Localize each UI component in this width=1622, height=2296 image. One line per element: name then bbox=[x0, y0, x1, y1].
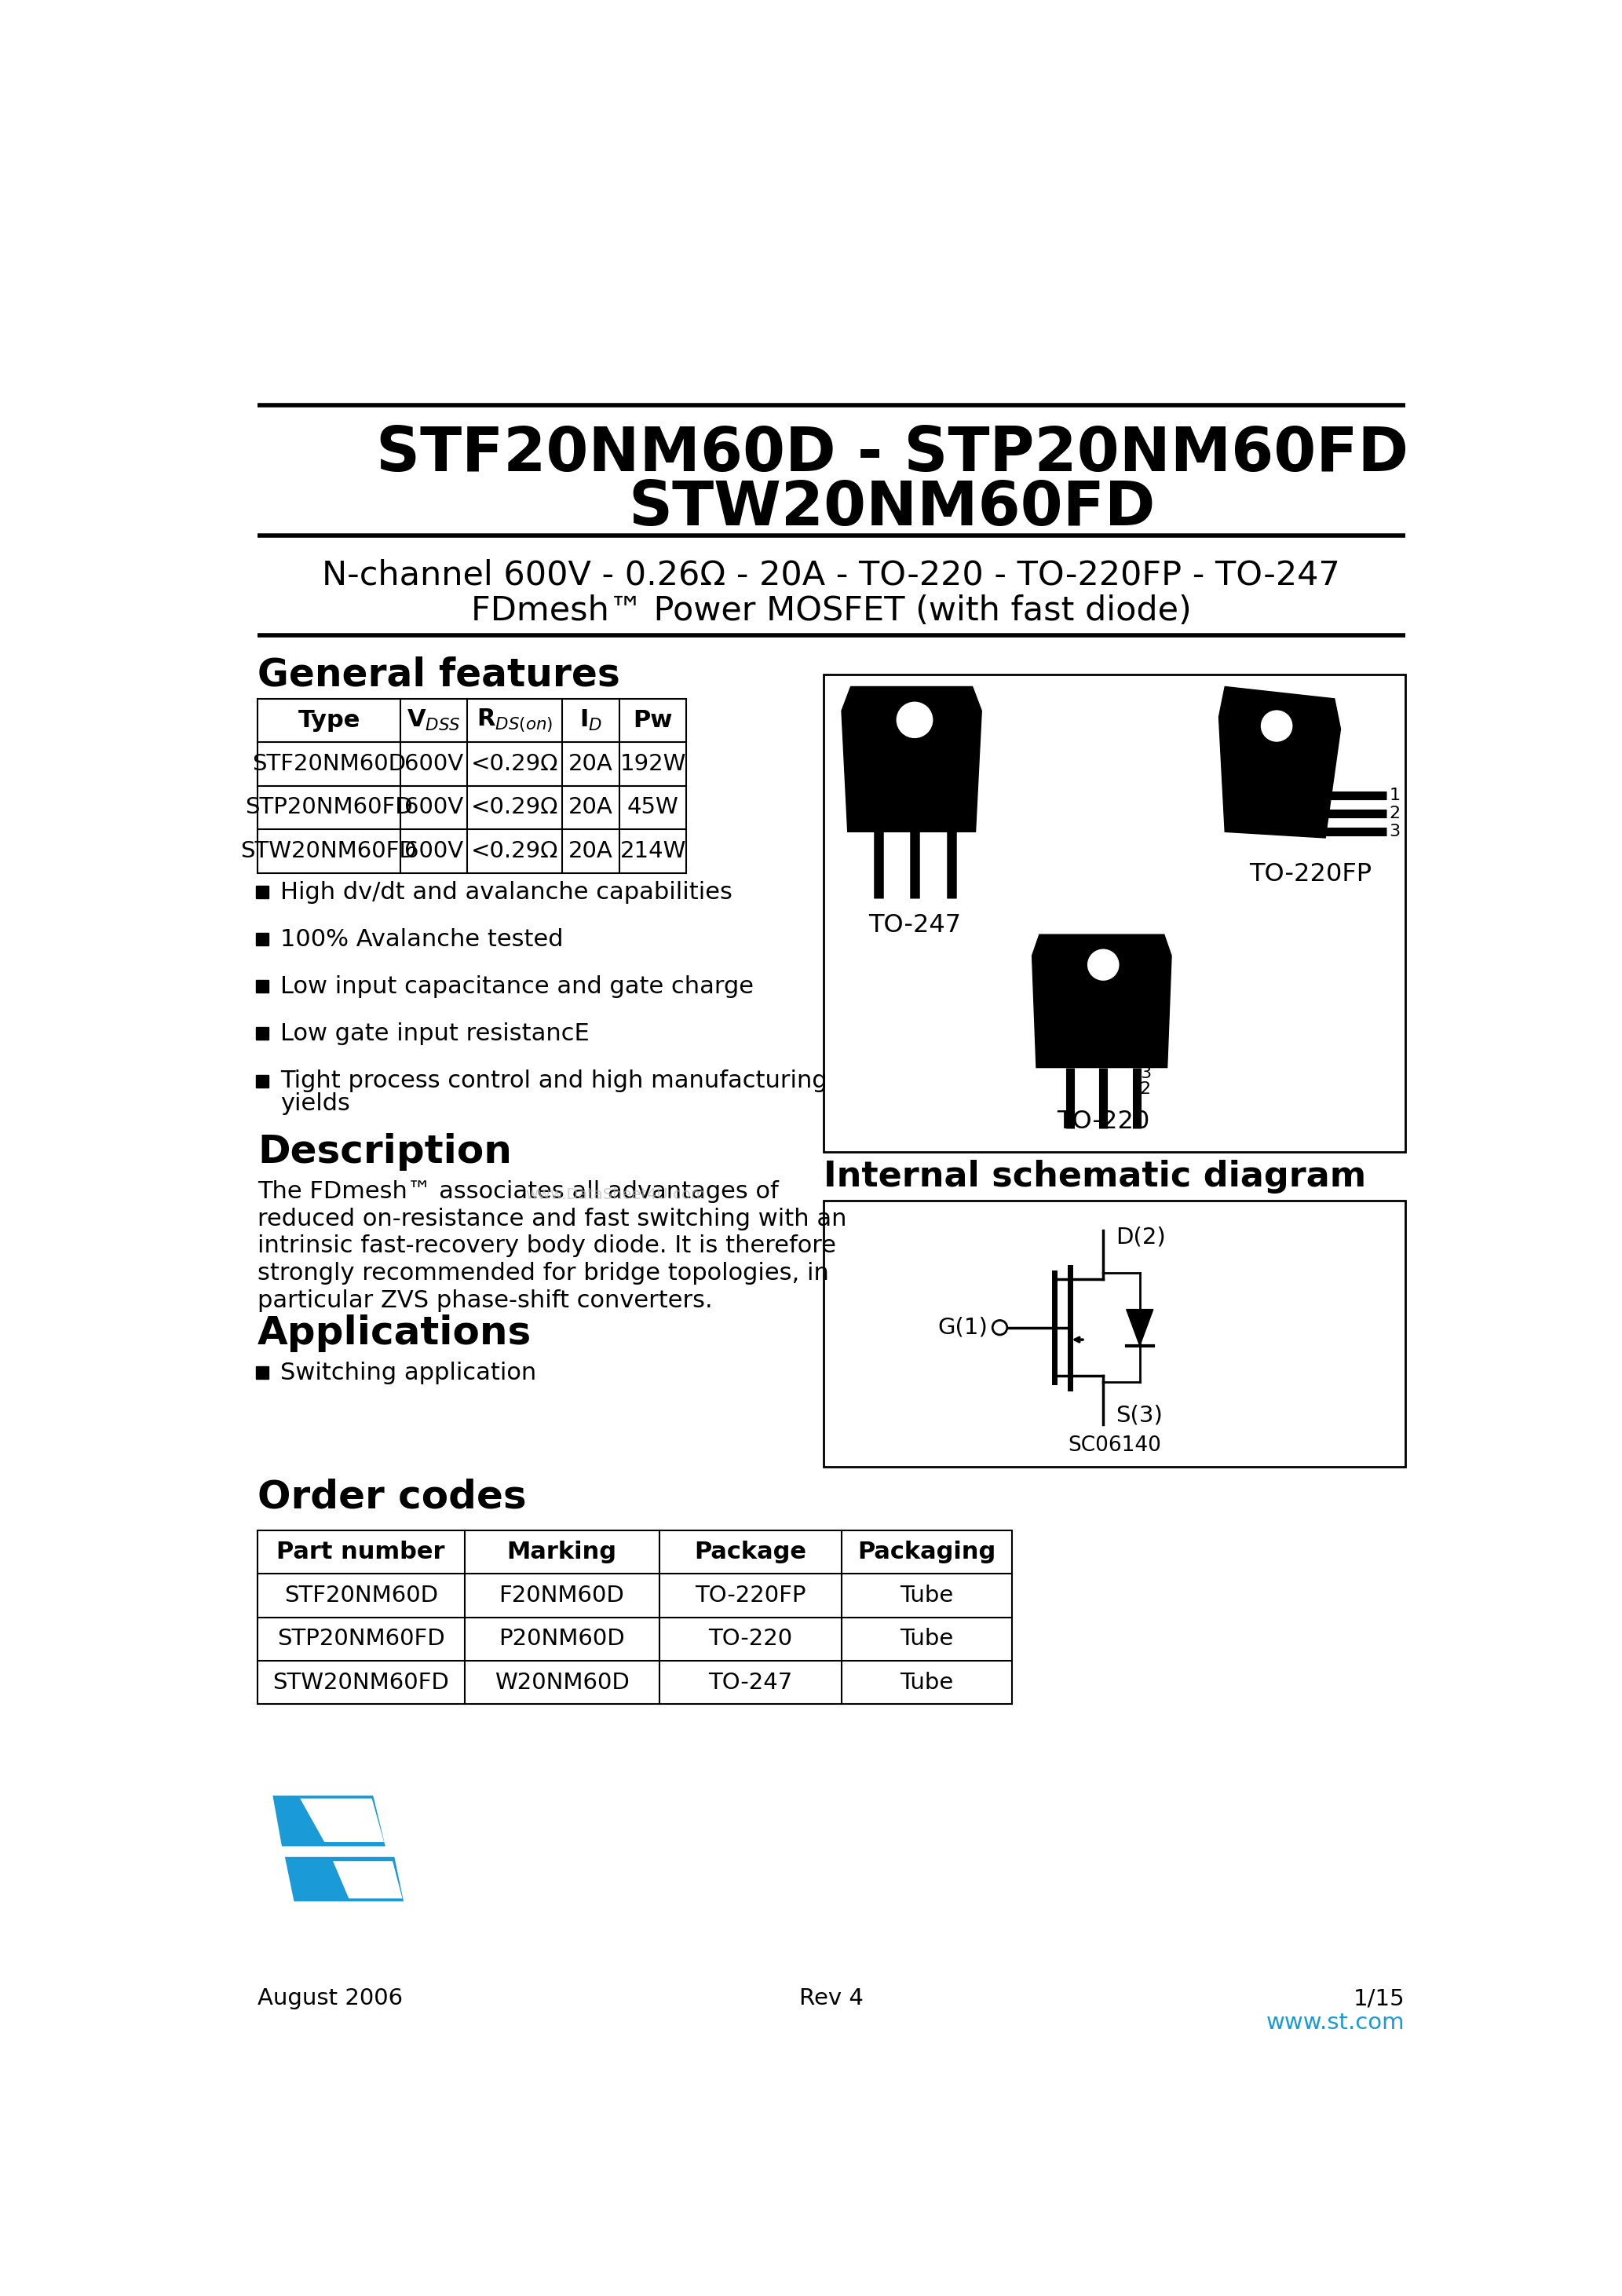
Text: STW20NM60FD: STW20NM60FD bbox=[272, 1671, 449, 1694]
Text: W20NM60D: W20NM60D bbox=[495, 1671, 629, 1694]
Circle shape bbox=[1260, 709, 1294, 744]
Text: 20A: 20A bbox=[568, 753, 613, 776]
Text: Low input capacitance and gate charge: Low input capacitance and gate charge bbox=[281, 976, 754, 999]
Text: TO-220: TO-220 bbox=[709, 1628, 793, 1651]
Polygon shape bbox=[333, 1862, 402, 1899]
Circle shape bbox=[993, 1320, 1007, 1334]
Text: Tube: Tube bbox=[900, 1628, 954, 1651]
Text: 600V: 600V bbox=[404, 753, 464, 776]
Text: 600V: 600V bbox=[404, 797, 464, 820]
Text: reduced on-resistance and fast switching with an: reduced on-resistance and fast switching… bbox=[258, 1208, 847, 1231]
Text: Internal schematic diagram: Internal schematic diagram bbox=[824, 1159, 1366, 1194]
Text: STP20NM60FD: STP20NM60FD bbox=[245, 797, 414, 820]
Text: 192W: 192W bbox=[620, 753, 686, 776]
Text: August 2006: August 2006 bbox=[258, 1988, 402, 2009]
Text: S(3): S(3) bbox=[1116, 1405, 1163, 1426]
Text: STF20NM60D - STP20NM60FD: STF20NM60D - STP20NM60FD bbox=[376, 425, 1408, 484]
Text: Rev 4: Rev 4 bbox=[800, 1988, 863, 2009]
Text: 100% Avalanche tested: 100% Avalanche tested bbox=[281, 928, 564, 951]
Text: The FDmesh™ associates all advantages of: The FDmesh™ associates all advantages of bbox=[258, 1180, 779, 1203]
Text: 214W: 214W bbox=[620, 840, 686, 861]
Polygon shape bbox=[285, 1857, 404, 1901]
Text: <0.29Ω: <0.29Ω bbox=[470, 797, 558, 820]
Text: 600V: 600V bbox=[404, 840, 464, 861]
Text: Order codes: Order codes bbox=[258, 1479, 527, 1515]
Text: TO-220FP: TO-220FP bbox=[694, 1584, 806, 1607]
Text: <0.29Ω: <0.29Ω bbox=[470, 840, 558, 861]
Text: Type: Type bbox=[298, 709, 360, 732]
Polygon shape bbox=[1126, 1309, 1153, 1345]
Text: 20A: 20A bbox=[568, 840, 613, 861]
Text: G(1): G(1) bbox=[938, 1316, 988, 1339]
Text: Tube: Tube bbox=[900, 1671, 954, 1694]
Text: I$_D$: I$_D$ bbox=[579, 707, 602, 732]
Text: P20NM60D: P20NM60D bbox=[498, 1628, 624, 1651]
Text: STW20NM60FD: STW20NM60FD bbox=[240, 840, 417, 861]
Bar bbox=[824, 675, 1405, 1153]
Text: www.st.com: www.st.com bbox=[1267, 2011, 1405, 2034]
Text: 1/15: 1/15 bbox=[1353, 1988, 1405, 2009]
Text: Description: Description bbox=[258, 1134, 513, 1171]
Polygon shape bbox=[1218, 687, 1340, 838]
Text: R$_{DS(on)}$: R$_{DS(on)}$ bbox=[477, 707, 553, 735]
Text: intrinsic fast-recovery body diode. It is therefore: intrinsic fast-recovery body diode. It i… bbox=[258, 1235, 835, 1258]
Text: STF20NM60D: STF20NM60D bbox=[284, 1584, 438, 1607]
Text: Tube: Tube bbox=[900, 1584, 954, 1607]
Text: 1: 1 bbox=[1388, 788, 1400, 804]
Polygon shape bbox=[300, 1798, 384, 1841]
Text: Applications: Applications bbox=[258, 1316, 532, 1352]
Text: particular ZVS phase-shift converters.: particular ZVS phase-shift converters. bbox=[258, 1288, 712, 1311]
Text: D(2): D(2) bbox=[1116, 1226, 1166, 1247]
Circle shape bbox=[895, 700, 934, 739]
Text: Package: Package bbox=[694, 1541, 806, 1564]
Text: Marking: Marking bbox=[506, 1541, 616, 1564]
Text: yields: yields bbox=[281, 1093, 350, 1116]
Polygon shape bbox=[842, 687, 981, 831]
Text: 3: 3 bbox=[1140, 1065, 1152, 1081]
Text: General features: General features bbox=[258, 657, 620, 693]
Text: High dv/dt and avalanche capabilities: High dv/dt and avalanche capabilities bbox=[281, 882, 733, 905]
Text: FDmesh™ Power MOSFET (with fast diode): FDmesh™ Power MOSFET (with fast diode) bbox=[470, 595, 1192, 627]
Text: 3: 3 bbox=[1388, 824, 1400, 840]
Text: TO-220: TO-220 bbox=[1058, 1109, 1150, 1134]
Text: F20NM60D: F20NM60D bbox=[500, 1584, 624, 1607]
Text: 2: 2 bbox=[1388, 806, 1400, 822]
Text: TO-247: TO-247 bbox=[868, 914, 960, 937]
Text: STF20NM60D: STF20NM60D bbox=[251, 753, 406, 776]
Text: Packaging: Packaging bbox=[858, 1541, 996, 1564]
Text: STW20NM60FD: STW20NM60FD bbox=[629, 478, 1156, 537]
Polygon shape bbox=[1032, 934, 1171, 1068]
Text: N-channel 600V - 0.26Ω - 20A - TO-220 - TO-220FP - TO-247: N-channel 600V - 0.26Ω - 20A - TO-220 - … bbox=[323, 558, 1340, 592]
Text: strongly recommended for bridge topologies, in: strongly recommended for bridge topologi… bbox=[258, 1263, 829, 1283]
Text: 20A: 20A bbox=[568, 797, 613, 820]
Text: Tight process control and high manufacturing: Tight process control and high manufactu… bbox=[281, 1070, 827, 1093]
Text: Part number: Part number bbox=[277, 1541, 444, 1564]
Text: SC06140: SC06140 bbox=[1067, 1435, 1161, 1456]
Text: Low gate input resistancE: Low gate input resistancE bbox=[281, 1022, 590, 1045]
Text: STP20NM60FD: STP20NM60FD bbox=[277, 1628, 444, 1651]
Text: V$_{DSS}$: V$_{DSS}$ bbox=[407, 707, 461, 732]
Circle shape bbox=[1087, 948, 1121, 983]
Text: TO-220FP: TO-220FP bbox=[1249, 861, 1372, 886]
Text: Switching application: Switching application bbox=[281, 1362, 537, 1384]
Text: 2: 2 bbox=[1140, 1081, 1152, 1097]
Bar bbox=[824, 1201, 1405, 1467]
Text: <0.29Ω: <0.29Ω bbox=[470, 753, 558, 776]
Polygon shape bbox=[272, 1795, 386, 1846]
Text: Pw: Pw bbox=[633, 709, 673, 732]
Text: TO-247: TO-247 bbox=[709, 1671, 793, 1694]
Text: 45W: 45W bbox=[628, 797, 680, 820]
Text: www.DataSheet4U.com: www.DataSheet4U.com bbox=[526, 1187, 706, 1203]
